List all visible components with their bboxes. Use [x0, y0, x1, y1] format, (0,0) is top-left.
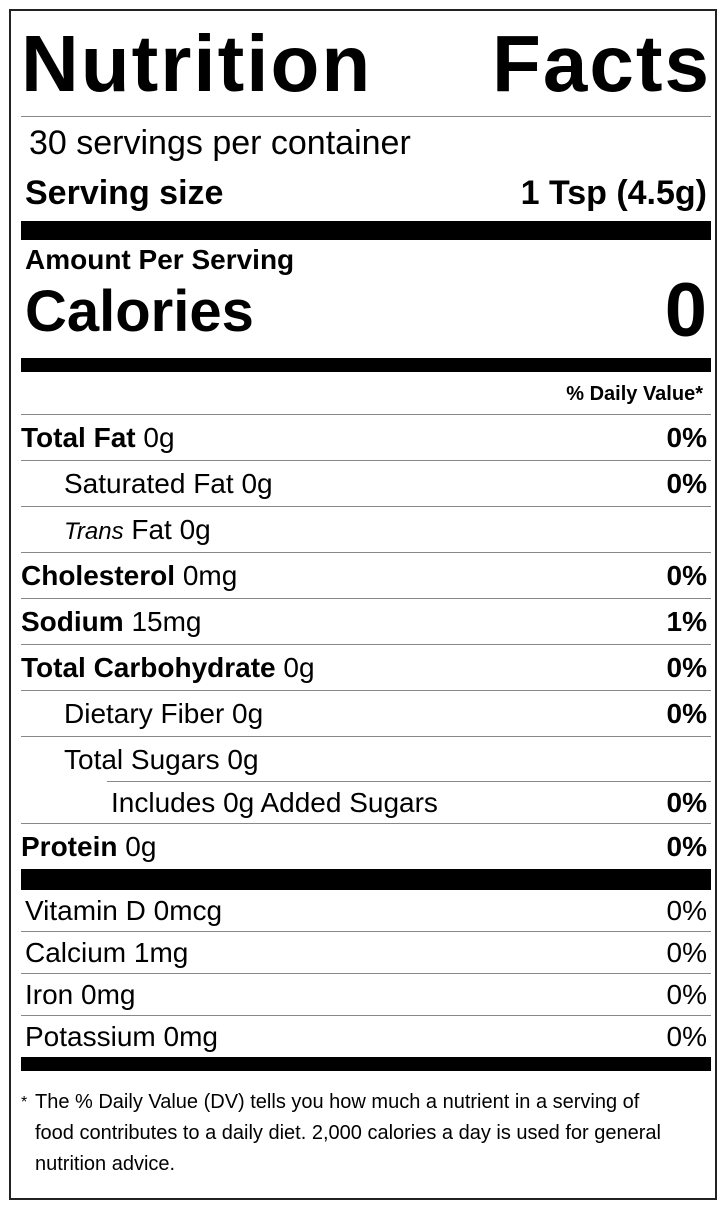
calories-label: Calories: [25, 279, 254, 344]
vitamin-row-calcium: Calcium 1mg 0%: [21, 932, 711, 974]
serving-size: Serving size 1 Tsp (4.5g): [21, 165, 711, 221]
vitamin-row-iron: Iron 0mg 0%: [21, 974, 711, 1016]
nutrient-name: Dietary Fiber: [64, 697, 225, 729]
nutrient-row-added-sugars: Includes 0g Added Sugars 0%: [21, 782, 711, 824]
nutrient-row-total-sugars: Total Sugars 0g: [21, 737, 711, 782]
nutrient-amount: 0g: [125, 830, 157, 862]
nutrient-dv: 1%: [666, 605, 707, 637]
nutrient-row-cholesterol: Cholesterol 0mg 0%: [21, 553, 711, 599]
footnote-text: The % Daily Value (DV) tells you how muc…: [35, 1091, 661, 1175]
vitamin-dv: 0%: [666, 936, 707, 968]
label-title: Nutrition Facts: [21, 11, 711, 117]
nutrient-row-total-fat: Total Fat 0g 0%: [21, 415, 711, 461]
nutrient-name: Sodium: [21, 605, 124, 637]
nutrition-facts-label: Nutrition Facts 30 servings per containe…: [9, 9, 717, 1200]
vitamin-row-vitamin-d: Vitamin D 0mcg 0%: [21, 890, 711, 932]
servings-per-container: 30 servings per container: [29, 124, 411, 162]
nutrient-amount: 0mg: [182, 559, 238, 591]
nutrient-name-suffix: Fat: [131, 513, 172, 545]
nutrient-dv: 0%: [666, 467, 707, 499]
nutrient-name: Trans: [64, 517, 124, 545]
vitamin-label: Iron 0mg: [25, 978, 136, 1010]
calories-row: Calories 0: [21, 268, 711, 358]
nutrient-dv: 0%: [666, 651, 707, 683]
nutrient-amount: 0g: [143, 421, 175, 453]
vitamin-dv: 0%: [666, 894, 707, 926]
nutrient-dv: 0%: [666, 697, 707, 729]
vitamin-dv: 0%: [666, 1020, 707, 1052]
divider-medium: [21, 358, 711, 372]
nutrient-row-sodium: Sodium 15mg 1%: [21, 599, 711, 645]
nutrient-dv: 0%: [666, 421, 707, 453]
nutrient-row-saturated-fat: Saturated Fat 0g 0%: [21, 461, 711, 507]
nutrient-amount: 0g: [227, 743, 259, 775]
nutrient-amount: 0g: [179, 513, 211, 545]
nutrient-name: Total Fat: [21, 421, 136, 453]
vitamin-label: Calcium 1mg: [25, 936, 189, 968]
serving-size-value: 1 Tsp (4.5g): [520, 174, 707, 212]
nutrient-row-total-carbohydrate: Total Carbohydrate 0g 0%: [21, 645, 711, 691]
vitamin-dv: 0%: [666, 978, 707, 1010]
nutrient-amount: 0g: [283, 651, 315, 683]
nutrient-dv: 0%: [666, 559, 707, 591]
nutrient-dv: 0%: [666, 786, 707, 818]
nutrient-dv: 0%: [666, 830, 707, 862]
nutrient-amount: 0g: [241, 467, 273, 499]
nutrient-row-trans-fat: Trans Fat 0g: [21, 507, 711, 553]
amount-per-serving: Amount Per Serving: [25, 244, 295, 275]
vitamin-row-potassium: Potassium 0mg 0%: [21, 1016, 711, 1057]
divider-medium: [21, 1057, 711, 1071]
nutrient-name: Includes 0g Added Sugars: [111, 786, 438, 818]
nutrient-name: Total Sugars: [64, 743, 220, 775]
divider-thick: [21, 869, 711, 890]
daily-value-header: % Daily Value*: [21, 372, 711, 415]
nutrient-amount: 0g: [232, 697, 264, 729]
nutrient-name: Cholesterol: [21, 559, 176, 591]
serving-size-label: Serving size: [25, 174, 224, 212]
vitamin-label: Potassium 0mg: [25, 1020, 218, 1052]
calories-value: 0: [664, 268, 707, 353]
divider-thick: [21, 221, 711, 240]
nutrient-name: Protein: [21, 830, 118, 862]
vitamin-label: Vitamin D 0mcg: [25, 894, 223, 926]
nutrient-row-dietary-fiber: Dietary Fiber 0g 0%: [21, 691, 711, 737]
footnote: * The % Daily Value (DV) tells you how m…: [21, 1071, 711, 1180]
nutrient-row-protein: Protein 0g 0%: [21, 824, 711, 869]
footnote-asterisk: *: [21, 1094, 28, 1111]
nutrient-name: Saturated Fat: [64, 467, 234, 499]
nutrient-amount: 15mg: [131, 605, 202, 637]
nutrient-name: Total Carbohydrate: [21, 651, 276, 683]
